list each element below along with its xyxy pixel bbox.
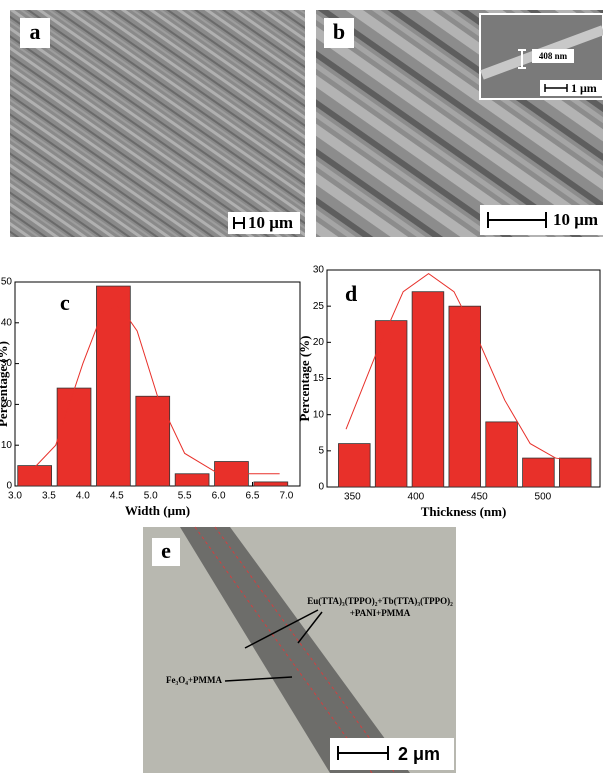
x-tick-label: 4.0 — [76, 491, 90, 502]
y-axis-label: Percentage (%) — [297, 335, 312, 421]
scale-label: 10 μm — [248, 213, 293, 232]
label-box — [152, 538, 180, 566]
annotation: Eu(TTA)₃(TPPO)₂+Tb(TTA)₃(TPPO)₂ — [307, 596, 453, 606]
scale-box — [540, 80, 603, 96]
panel-label: c — [60, 290, 70, 315]
scale-bar — [233, 217, 245, 229]
panel-label: b — [333, 19, 345, 44]
scale-label: 1 μm — [571, 81, 597, 95]
x-tick-label: 6.0 — [212, 491, 226, 502]
bar — [374, 320, 408, 488]
annotation: Fe₃O₄+PMMA — [166, 675, 223, 685]
fiber — [180, 527, 410, 773]
measure — [518, 49, 526, 69]
y-tick-label: 15 — [313, 373, 325, 384]
scale-label: 10 μm — [553, 210, 598, 229]
y-tick-label: 10 — [1, 440, 13, 451]
bar — [56, 387, 92, 487]
bar — [411, 291, 445, 488]
bar — [174, 473, 210, 487]
x-tick-label: 4.5 — [110, 491, 124, 502]
bar — [559, 457, 592, 488]
y-tick-label: 30 — [1, 358, 13, 369]
y-tick-label: 20 — [1, 399, 13, 410]
y-tick-label: 5 — [318, 445, 324, 456]
arrow — [244, 609, 323, 649]
x-tick-label: 5.5 — [178, 491, 192, 502]
x-tick-label: 7.0 — [279, 491, 293, 502]
x-tick-label: 400 — [408, 492, 425, 503]
label-box — [324, 18, 354, 48]
label-box — [20, 18, 50, 48]
bar — [135, 395, 171, 487]
bar — [253, 481, 289, 487]
measure-label: 408 nm — [539, 51, 568, 61]
scale-box — [228, 212, 300, 234]
bar — [522, 457, 555, 488]
panel-label: e — [161, 538, 171, 563]
core-line — [214, 526, 396, 773]
panel-label: a — [30, 19, 41, 44]
measure-box — [532, 49, 574, 63]
x-tick-label: 5.0 — [144, 491, 158, 502]
y-axis-label: Percentage (%) — [0, 341, 10, 427]
x-tick-label: 6.5 — [246, 491, 260, 502]
y-tick-label: 30 — [313, 265, 325, 276]
bar — [448, 305, 482, 488]
y-tick-label: 25 — [313, 301, 325, 312]
y-tick-label: 50 — [1, 277, 13, 288]
fit-curve — [28, 305, 280, 475]
scale-bar — [337, 746, 389, 760]
y-tick-label: 10 — [313, 409, 325, 420]
x-tick-label: 3.5 — [42, 491, 56, 502]
y-tick-label: 0 — [6, 481, 12, 492]
fit-curve — [345, 273, 582, 463]
y-tick-label: 0 — [318, 482, 324, 493]
x-tick-label: 500 — [535, 492, 552, 503]
panel-label: d — [345, 281, 357, 306]
x-axis-label: Width (μm) — [125, 503, 190, 518]
bar — [17, 465, 53, 487]
bar — [338, 443, 371, 488]
sem-image-a — [10, 10, 305, 237]
bar — [96, 285, 131, 487]
scale-bar — [544, 84, 568, 92]
y-tick-label: 40 — [1, 317, 13, 328]
annotation: +PANI+PMMA — [350, 608, 411, 618]
x-axis-label: Thickness (nm) — [421, 504, 507, 519]
scale-label: 2 μm — [398, 744, 440, 764]
core-line — [194, 526, 373, 773]
y-tick-label: 20 — [313, 337, 325, 348]
arrow — [224, 676, 293, 682]
x-tick-label: 3.0 — [8, 491, 22, 502]
scale-bar — [487, 212, 547, 228]
x-tick-label: 450 — [471, 492, 488, 503]
x-tick-label: 350 — [344, 492, 361, 503]
bar — [485, 421, 518, 488]
